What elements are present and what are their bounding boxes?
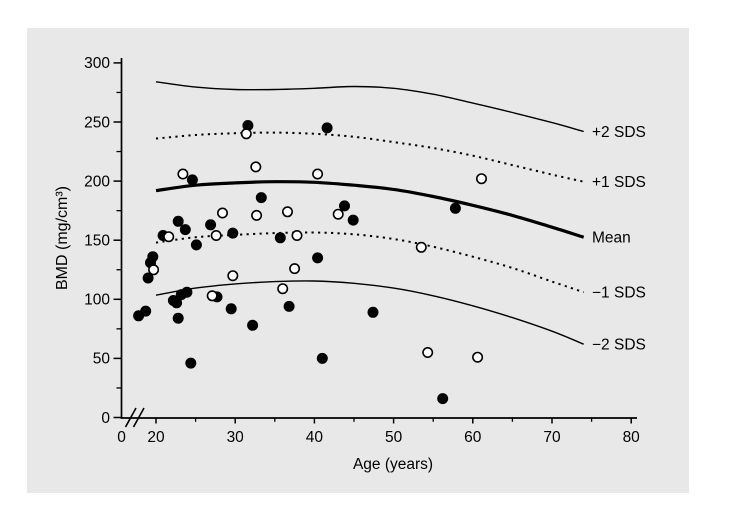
data-point-filled bbox=[142, 272, 154, 284]
axis-break-mark bbox=[132, 407, 145, 428]
x-tick-label: 30 bbox=[227, 429, 245, 446]
data-point-open bbox=[422, 346, 434, 358]
data-point-filled bbox=[181, 286, 193, 298]
y-tick-label: 0 bbox=[101, 410, 110, 427]
curve-minus2-sds bbox=[155, 280, 584, 345]
data-point-open bbox=[177, 168, 189, 180]
data-point-filled bbox=[283, 300, 295, 312]
data-point-filled bbox=[274, 232, 286, 244]
data-point-filled bbox=[225, 303, 237, 315]
data-point-open bbox=[250, 161, 262, 173]
data-point-open bbox=[415, 241, 427, 253]
data-point-open bbox=[206, 290, 218, 302]
data-point-open bbox=[148, 264, 160, 276]
x-axis-label: Age (years) bbox=[353, 456, 433, 473]
x-tick-label: 20 bbox=[147, 429, 165, 446]
x-tick-label: 50 bbox=[385, 429, 403, 446]
data-point-filled bbox=[190, 239, 202, 251]
data-point-open bbox=[217, 207, 229, 219]
y-tick-label: 50 bbox=[93, 351, 111, 368]
data-point-filled bbox=[339, 200, 350, 212]
data-point-open bbox=[251, 209, 263, 221]
data-point-open bbox=[277, 283, 289, 295]
data-point-filled bbox=[347, 214, 359, 226]
data-point-open bbox=[281, 206, 293, 218]
data-point-filled bbox=[140, 305, 152, 317]
data-point-open bbox=[472, 351, 484, 363]
axis-break-mark bbox=[124, 407, 137, 428]
data-point-filled bbox=[437, 393, 449, 405]
data-point-filled bbox=[242, 120, 254, 131]
curve-plus2-sds bbox=[155, 81, 584, 133]
data-point-filled bbox=[316, 352, 328, 364]
data-point-open bbox=[210, 230, 222, 242]
data-point-filled bbox=[186, 174, 198, 186]
tick-labels: 0 50 100 150 200 250 300 20 30 40 50 60 70 80 0 bbox=[84, 55, 640, 446]
y-tick-label: 250 bbox=[84, 114, 110, 131]
x-tick-label: 40 bbox=[306, 429, 324, 446]
data-point-filled bbox=[172, 312, 184, 324]
data-point-open bbox=[240, 128, 252, 140]
curve-mean bbox=[155, 180, 585, 239]
data-point-open bbox=[475, 173, 487, 185]
data-point-filled bbox=[185, 357, 197, 369]
data-point-filled bbox=[321, 122, 333, 134]
data-point-open bbox=[312, 168, 324, 180]
data-point-open bbox=[332, 208, 344, 220]
curve-mean-label: Mean bbox=[592, 230, 631, 247]
data-point-filled bbox=[171, 297, 183, 309]
x-origin-tick-label: 0 bbox=[117, 429, 126, 446]
reference-curves bbox=[155, 81, 585, 345]
curve-plus1-sds-label: +1 SDS bbox=[592, 174, 646, 191]
data-point-filled bbox=[255, 192, 267, 204]
y-axis-label: BMD (mg/cm³) bbox=[54, 186, 71, 290]
curve-minus1-sds bbox=[155, 231, 585, 294]
data-point-filled bbox=[147, 251, 159, 263]
curve-minus2-sds-label: −2 SDS bbox=[592, 337, 646, 354]
scatter-points bbox=[133, 120, 487, 405]
y-tick-label: 200 bbox=[84, 173, 110, 190]
y-tick-label: 300 bbox=[84, 55, 110, 72]
data-point-filled bbox=[367, 306, 379, 318]
curve-plus2-sds-label: +2 SDS bbox=[592, 124, 646, 141]
data-point-open bbox=[227, 270, 239, 282]
data-point-filled bbox=[312, 252, 324, 264]
data-point-filled bbox=[247, 319, 259, 331]
data-point-filled bbox=[179, 224, 191, 236]
x-tick-label: 80 bbox=[623, 429, 641, 446]
data-point-filled bbox=[172, 215, 184, 227]
data-point-open bbox=[291, 230, 303, 242]
data-point-filled bbox=[227, 227, 239, 239]
x-tick-label: 70 bbox=[543, 429, 561, 446]
curve-labels: +2 SDS +1 SDS Mean −1 SDS −2 SDS bbox=[592, 124, 646, 354]
curve-minus1-sds-label: −1 SDS bbox=[592, 285, 646, 302]
data-point-open bbox=[163, 231, 175, 243]
y-tick-label: 150 bbox=[84, 233, 110, 250]
chart-panel bbox=[27, 28, 689, 493]
data-point-open bbox=[289, 263, 301, 275]
axes bbox=[113, 58, 637, 428]
y-tick-label: 100 bbox=[84, 292, 110, 309]
data-point-filled bbox=[205, 219, 217, 231]
data-point-filled bbox=[449, 202, 461, 214]
x-tick-label: 60 bbox=[464, 429, 482, 446]
